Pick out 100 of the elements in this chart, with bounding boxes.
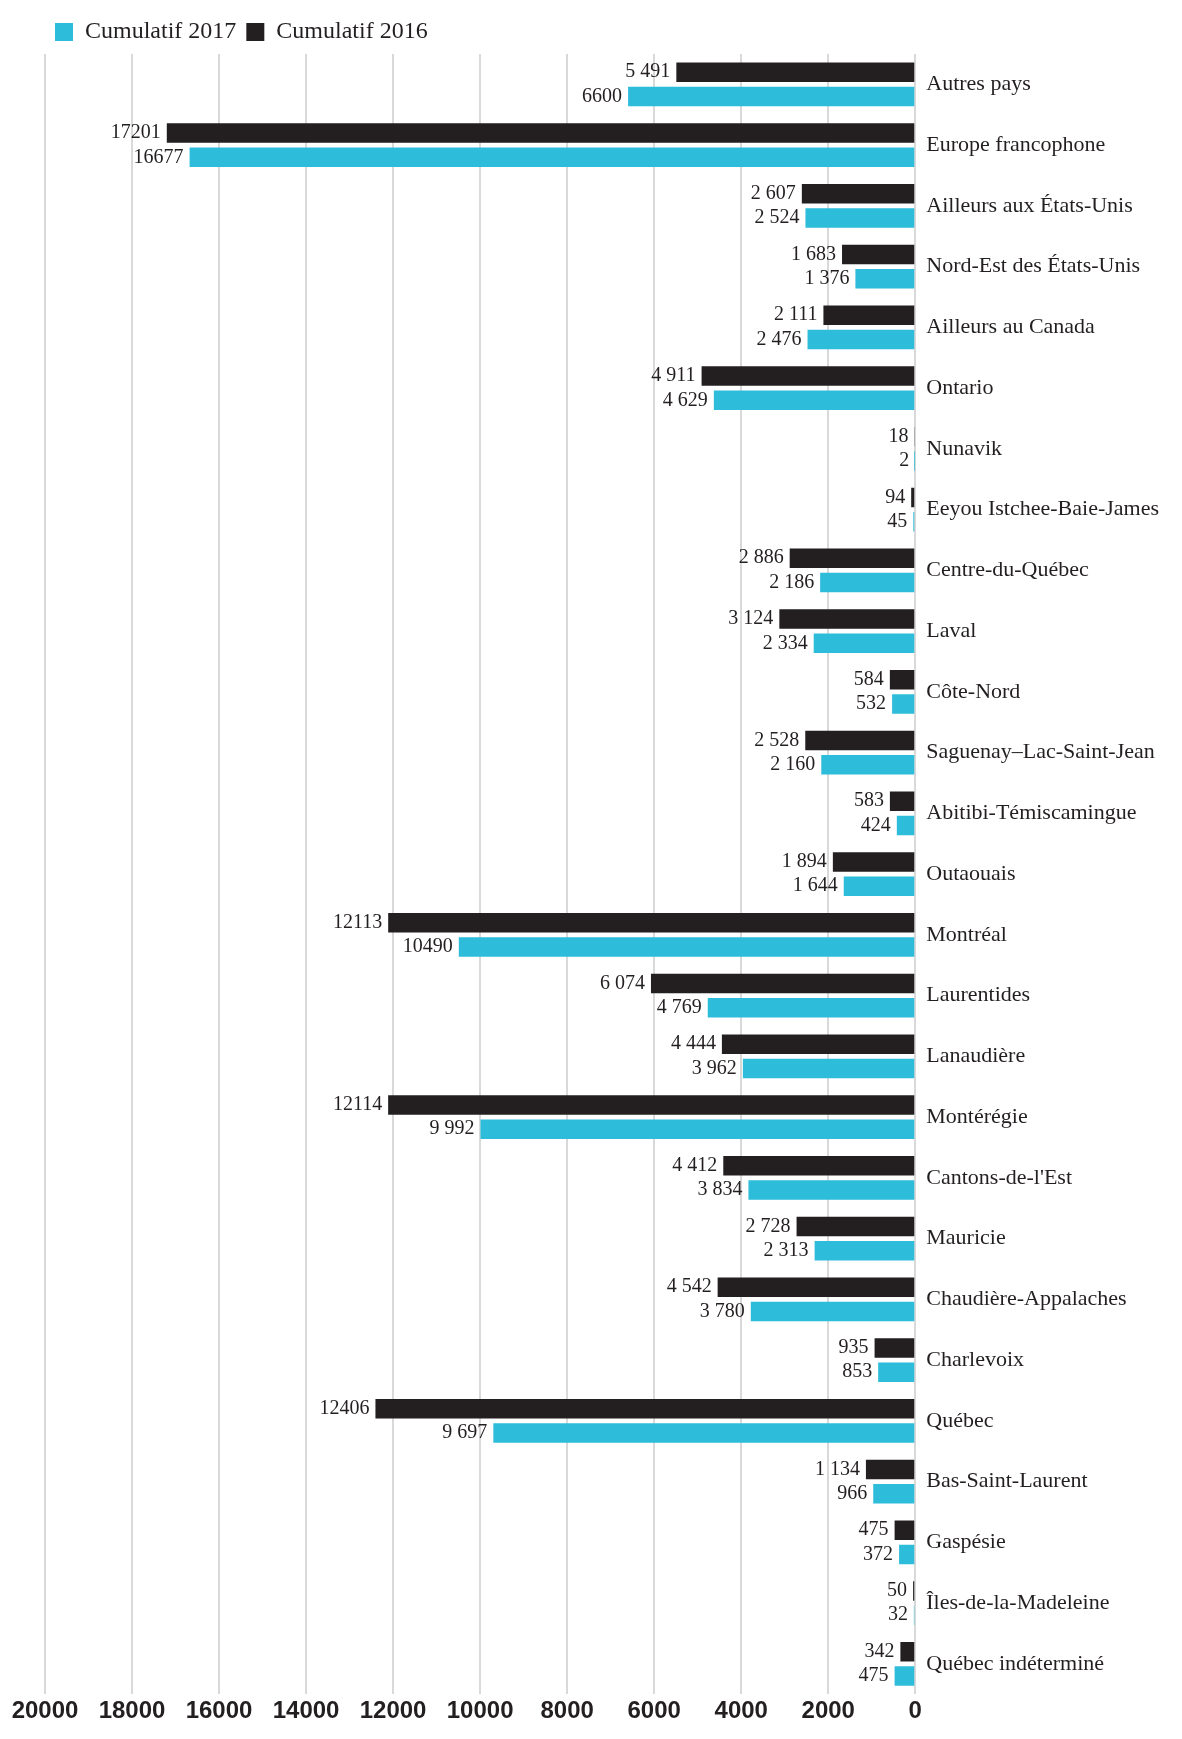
legend-label: Cumulatif 2016	[276, 17, 428, 44]
bar	[865, 1459, 915, 1480]
data-label: 9 697	[442, 1420, 488, 1443]
data-label: 424	[860, 812, 891, 835]
bar	[814, 1241, 915, 1261]
bar	[189, 147, 915, 167]
data-label: 2 886	[738, 545, 784, 568]
x-tick-label: 2000	[801, 1696, 855, 1724]
data-label: 4 444	[670, 1031, 716, 1054]
bar	[801, 184, 915, 204]
bar	[707, 998, 915, 1018]
x-tick-label: 18000	[98, 1696, 166, 1724]
bar	[807, 329, 915, 350]
data-label: 966	[837, 1480, 868, 1503]
data-label: 45	[887, 509, 908, 532]
data-label: 2 334	[762, 630, 808, 653]
y-tick-label: Québec indéterminé	[926, 1649, 1105, 1675]
bar	[717, 1277, 915, 1297]
data-label: 6600	[582, 83, 623, 106]
data-label: 3 962	[691, 1055, 737, 1078]
data-label: 935	[838, 1335, 869, 1358]
bar	[650, 973, 915, 994]
bar	[458, 937, 915, 957]
bar	[742, 1058, 915, 1079]
data-label: 4 769	[656, 995, 702, 1017]
data-label: 16677	[133, 144, 184, 167]
y-tick-label: Charlevoix	[926, 1345, 1025, 1371]
bar	[805, 208, 915, 228]
data-label: 4 412	[672, 1152, 718, 1175]
bar	[911, 487, 915, 508]
bar	[896, 815, 915, 836]
data-label: 1 376	[804, 266, 850, 289]
bar	[721, 1034, 915, 1054]
bar	[894, 1666, 915, 1686]
bar	[842, 244, 915, 265]
data-label: 475	[858, 1517, 889, 1540]
data-label: 584	[853, 666, 884, 689]
bar	[900, 1641, 915, 1662]
x-tick-label: 0	[908, 1696, 922, 1724]
data-label: 12406	[319, 1395, 370, 1418]
data-label: 12113	[332, 909, 383, 932]
data-label: 3 780	[699, 1298, 745, 1321]
bar	[832, 852, 915, 872]
y-tick-label: Nunavik	[926, 434, 1003, 460]
data-label: 2 313	[763, 1237, 809, 1260]
y-tick-label: Ailleurs aux États-Unis	[926, 191, 1133, 217]
bar	[889, 669, 915, 690]
data-label: 1 134	[814, 1456, 860, 1479]
bar	[701, 366, 915, 386]
bar	[375, 1398, 915, 1419]
bar	[789, 548, 915, 568]
y-tick-label: Mauricie	[926, 1224, 1006, 1250]
data-label: 2 607	[750, 180, 796, 203]
data-label: 1 894	[781, 849, 827, 872]
data-label: 4 542	[666, 1274, 712, 1297]
y-tick-label: Montérégie	[926, 1102, 1028, 1128]
y-tick-label: Îles-de-la-Madeleine	[926, 1588, 1110, 1614]
y-tick-label: Autres pays	[926, 70, 1031, 96]
data-label: 2 524	[754, 205, 800, 228]
y-tick-label: Europe francophone	[926, 130, 1106, 156]
x-tick-label: 6000	[627, 1696, 681, 1724]
bar	[750, 1301, 915, 1322]
bar	[899, 1544, 915, 1565]
bar	[166, 123, 915, 143]
bar	[874, 1338, 915, 1358]
bar	[723, 1155, 915, 1176]
bar	[388, 912, 915, 933]
data-label: 4 911	[651, 363, 696, 386]
data-label: 18	[888, 423, 909, 446]
data-label: 2 160	[770, 752, 816, 774]
data-label: 372	[863, 1541, 894, 1564]
bar	[676, 62, 915, 82]
data-label: 6 074	[599, 970, 645, 993]
data-label: 2 186	[769, 569, 815, 592]
bar	[892, 694, 915, 714]
bar	[748, 1180, 915, 1200]
y-tick-label: Gaspésie	[926, 1528, 1006, 1554]
y-tick-label: Centre-du-Québec	[926, 556, 1089, 582]
data-label: 5 491	[625, 59, 671, 82]
x-tick-label: 10000	[446, 1696, 514, 1724]
data-label: 2 528	[754, 727, 800, 750]
y-tick-label: Montréal	[926, 920, 1007, 946]
data-label: 1 644	[792, 873, 838, 896]
data-label: 532	[856, 691, 887, 714]
y-tick-label: Lanaudière	[926, 1042, 1026, 1068]
bar	[480, 1119, 915, 1139]
y-tick-label: Laval	[926, 616, 977, 642]
y-tick-label: Outaouais	[926, 859, 1016, 885]
bar	[878, 1362, 915, 1382]
data-label: 342	[864, 1638, 895, 1661]
data-label: 583	[853, 788, 884, 811]
data-label: 9 992	[429, 1116, 475, 1139]
bar	[779, 609, 915, 629]
x-tick-label: 4000	[714, 1696, 768, 1724]
y-tick-label: Ailleurs au Canada	[926, 313, 1096, 339]
legend-label: Cumulatif 2017	[85, 17, 237, 44]
y-tick-label: Laurentides	[926, 981, 1031, 1007]
bar	[873, 1484, 915, 1504]
bar	[820, 572, 915, 593]
data-label: 50	[887, 1578, 908, 1601]
